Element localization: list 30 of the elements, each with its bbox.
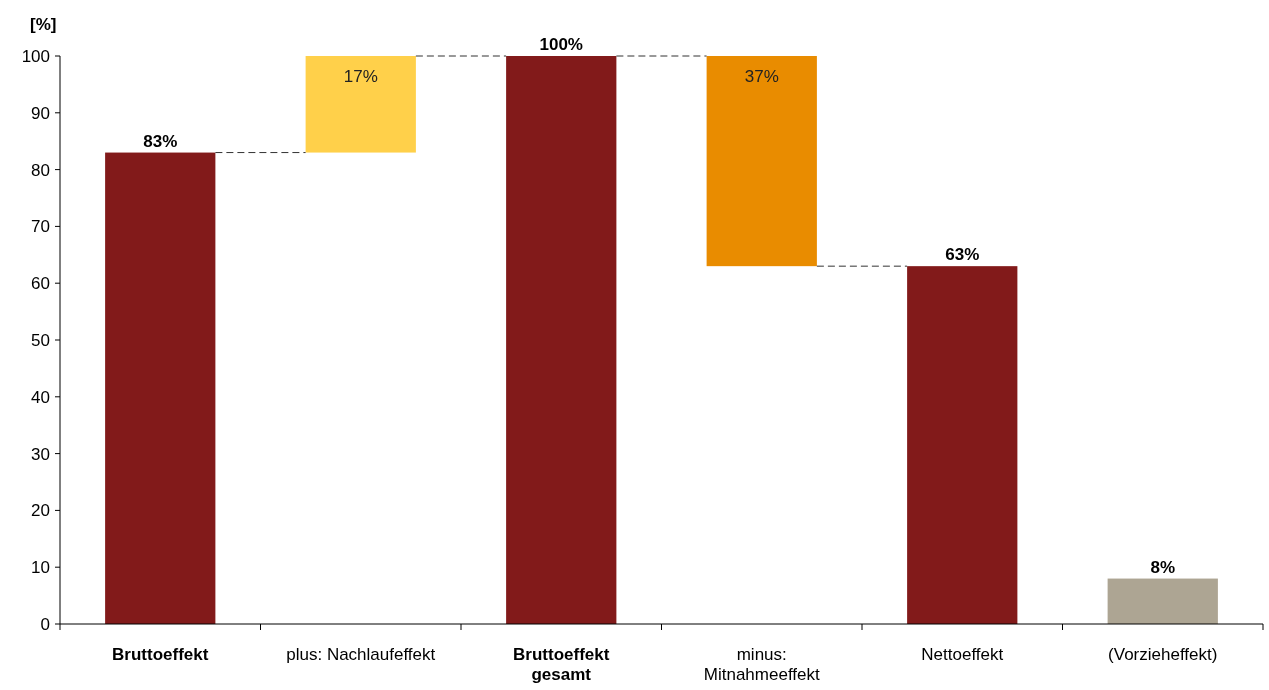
y-tick-label: 40 [31,387,50,407]
y-tick-label: 30 [31,444,50,464]
x-tick-label: Bruttoeffekt [112,645,209,664]
x-tick-label: Nettoeffekt [921,645,1004,664]
y-tick-label: 60 [31,274,50,294]
y-tick-label: 0 [40,614,50,634]
x-tick-label: plus: Nachlaufeffekt [286,645,436,664]
bar [105,152,216,624]
x-tick-label: Bruttoeffekt gesamt [513,645,610,684]
y-tick-label: 20 [31,501,50,521]
y-axis-title: [%] [30,15,57,34]
y-tick-label: 10 [31,558,50,578]
bar [1107,578,1218,624]
data-label: 17% [343,67,378,86]
bar [907,266,1018,624]
bar [506,56,617,624]
x-tick-label: (Vorzieheffekt) [1108,645,1218,664]
y-tick-label: 70 [31,217,50,237]
y-tick-label: 50 [31,330,50,350]
data-label: 37% [744,67,779,86]
bar [305,56,416,153]
data-label: 8% [1150,557,1176,577]
y-tick-label: 100 [21,46,50,66]
bar [706,56,817,267]
y-tick-label: 80 [31,160,50,180]
y-tick-label: 90 [31,103,50,123]
data-label: 83% [143,131,178,151]
data-label: 100% [539,35,583,54]
data-label: 63% [945,245,980,265]
x-tick-label: minus: Mitnahmeeffekt [703,645,820,684]
